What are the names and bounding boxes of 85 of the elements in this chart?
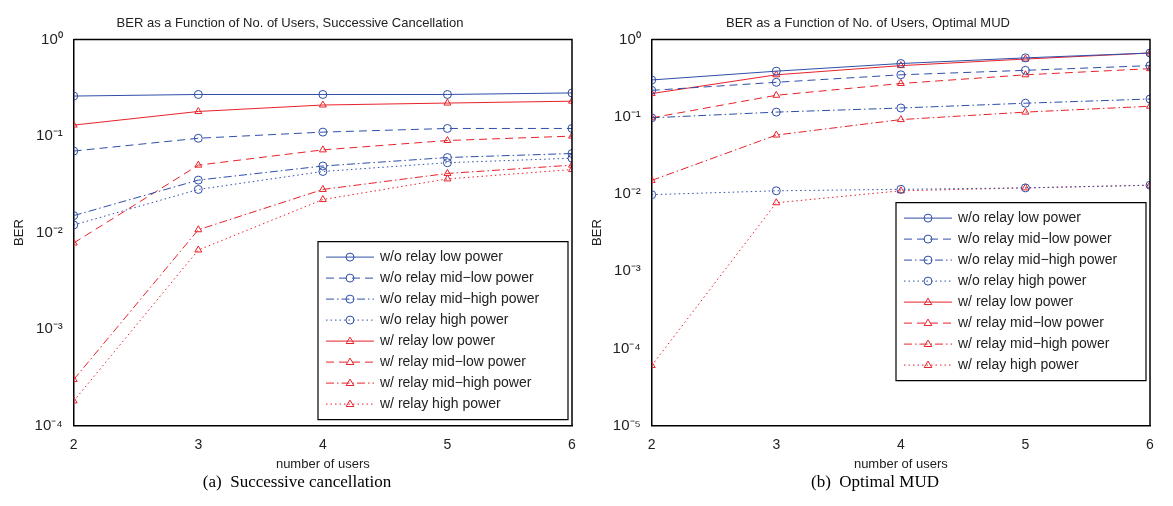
point (896, 79, 905, 86)
point (193, 184, 203, 194)
point (1021, 107, 1030, 115)
x-tick-label: 5 (1021, 435, 1030, 452)
legend-label: w/ relay high power (379, 394, 501, 411)
point (771, 66, 781, 76)
x-tick-label: 3 (194, 435, 203, 452)
point (318, 195, 327, 203)
point (772, 70, 781, 78)
point (194, 106, 203, 114)
legend-label: w/ relay mid−low power (379, 352, 527, 369)
point (771, 107, 781, 117)
point (318, 184, 327, 192)
x-tick-label: 6 (568, 435, 577, 452)
point (193, 133, 203, 143)
point (194, 245, 203, 253)
x-axis-title: number of users (853, 455, 949, 471)
x-tick-label: 5 (443, 435, 452, 452)
x-axis-title: number of users (275, 455, 371, 471)
legend-label: w/o relay mid−high power (379, 289, 540, 306)
point (1020, 65, 1030, 75)
point (771, 186, 781, 196)
y-tick-label: 10⁻⁴ (34, 415, 63, 433)
y-tick-label: 10⁰ (619, 29, 641, 47)
legend-label: w/o relay mid−low power (379, 268, 535, 285)
x-tick-label: 4 (318, 435, 327, 452)
y-tick-label: 10⁻² (614, 184, 641, 202)
point (443, 98, 452, 106)
y-tick-label: 10⁰ (41, 29, 63, 47)
point (443, 174, 452, 182)
point (443, 136, 452, 144)
legend-label: w/o relay mid−high power (957, 250, 1118, 267)
point (194, 160, 203, 168)
point (896, 70, 906, 80)
point (1020, 98, 1030, 108)
point (1021, 70, 1030, 78)
point (772, 130, 781, 138)
x-tick-label: 6 (1146, 435, 1155, 452)
point (318, 145, 327, 153)
point (896, 103, 906, 113)
point (442, 89, 452, 99)
point (318, 161, 328, 171)
point (194, 225, 203, 233)
point (193, 89, 203, 99)
x-tick-label: 3 (772, 435, 781, 452)
legend-label: w/ relay low power (379, 331, 496, 348)
point (442, 153, 452, 163)
y-tick-label: 10⁻³ (36, 319, 63, 337)
y-tick-label: 10⁻⁵ (612, 415, 641, 433)
legend-label: w/o relay mid−low power (957, 229, 1113, 246)
legend-label: w/ relay low power (957, 292, 1074, 309)
legend-label: w/ relay high power (957, 355, 1079, 372)
point (193, 175, 203, 185)
point (442, 123, 452, 133)
point (896, 115, 905, 123)
legend-label: w/o relay low power (379, 247, 504, 264)
point (442, 158, 452, 168)
y-tick-label: 10⁻² (36, 222, 63, 240)
y-tick-label: 10⁻³ (614, 261, 641, 279)
legend-label: w/o relay low power (957, 208, 1082, 225)
legend-label: w/ relay mid−high power (379, 373, 532, 390)
chart-title: BER as a Function of No. of Users, Optimal MUD (726, 15, 1010, 31)
text: (a) Successive cancellation (201, 472, 393, 492)
x-tick-label: 4 (896, 435, 905, 452)
point (772, 198, 781, 206)
y-axis-title: BER (11, 219, 27, 246)
legend-label: w/o relay high power (957, 271, 1087, 288)
point (318, 127, 328, 137)
x-tick-label: 2 (647, 435, 656, 452)
y-tick-label: 10⁻⁴ (612, 338, 641, 356)
point (771, 77, 781, 87)
legend-label: w/ relay mid−low power (957, 313, 1105, 330)
point (772, 90, 781, 98)
point (318, 89, 328, 99)
point (318, 166, 328, 176)
legend-label: w/o relay high power (379, 310, 509, 327)
y-tick-label: 10⁻¹ (36, 126, 63, 144)
y-axis-title: BER (589, 219, 605, 246)
point (443, 168, 452, 176)
text: (b) Optimal MUD (810, 472, 940, 492)
legend-label: w/ relay mid−high power (957, 334, 1110, 351)
x-tick-label: 2 (69, 435, 78, 452)
chart-title: BER as a Function of No. of Users, Successive Cancellation (116, 15, 464, 31)
point (318, 100, 327, 108)
y-tick-label: 10⁻¹ (614, 106, 641, 124)
